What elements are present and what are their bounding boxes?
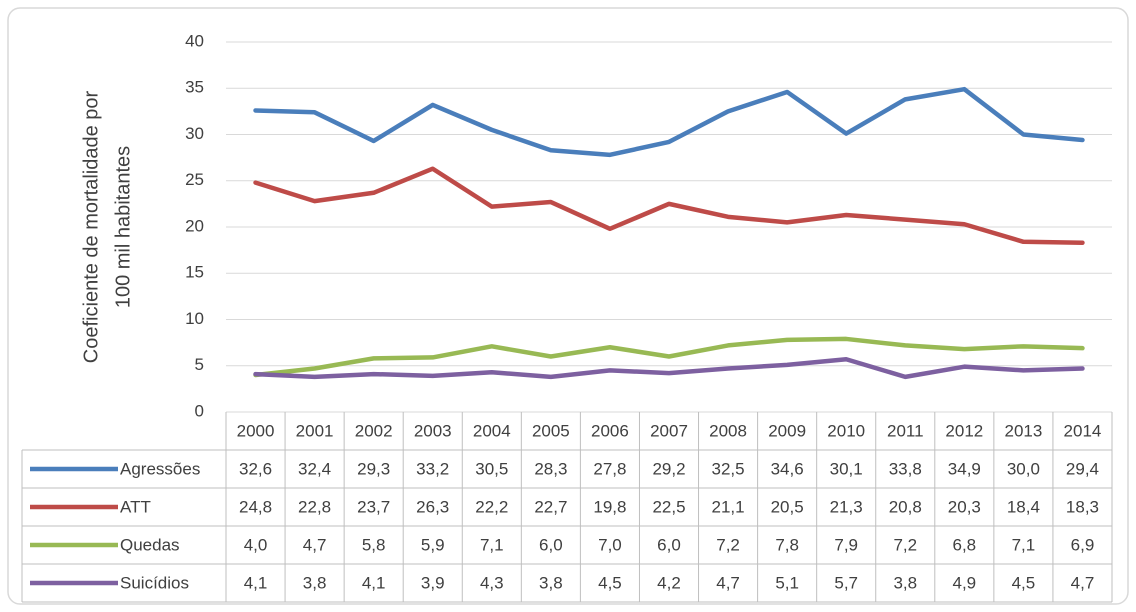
x-tick-label: 2006 bbox=[591, 421, 629, 440]
table-value: 4,7 bbox=[1071, 573, 1095, 592]
x-tick-label: 2014 bbox=[1064, 421, 1102, 440]
table-value: 29,3 bbox=[357, 459, 390, 478]
table-value: 18,3 bbox=[1066, 497, 1099, 516]
x-tick-label: 2000 bbox=[237, 421, 275, 440]
table-value: 20,3 bbox=[948, 497, 981, 516]
table-value: 21,3 bbox=[830, 497, 863, 516]
x-tick-label: 2004 bbox=[473, 421, 511, 440]
table-value: 4,1 bbox=[244, 573, 268, 592]
table-value: 22,5 bbox=[652, 497, 685, 516]
series-line bbox=[253, 336, 1085, 378]
table-value: 3,9 bbox=[421, 573, 445, 592]
table-value: 27,8 bbox=[593, 459, 626, 478]
table-value: 7,2 bbox=[716, 535, 740, 554]
table-value: 29,4 bbox=[1066, 459, 1099, 478]
table-value: 7,1 bbox=[480, 535, 504, 554]
table-value: 4,3 bbox=[480, 573, 504, 592]
legend-label: Agressões bbox=[120, 459, 200, 478]
x-tick-label: 2013 bbox=[1004, 421, 1042, 440]
series-line bbox=[253, 166, 1085, 245]
x-tick-label: 2012 bbox=[945, 421, 983, 440]
table-value: 33,2 bbox=[416, 459, 449, 478]
table-value: 6,8 bbox=[953, 535, 977, 554]
y-tick-label: 30 bbox=[185, 124, 204, 143]
table-value: 5,1 bbox=[775, 573, 799, 592]
table-value: 7,0 bbox=[598, 535, 622, 554]
x-tick-label: 2011 bbox=[887, 421, 924, 440]
y-tick-label: 35 bbox=[185, 78, 204, 97]
table-value: 7,9 bbox=[834, 535, 858, 554]
y-tick-label: 40 bbox=[185, 31, 204, 50]
table-value: 34,6 bbox=[771, 459, 804, 478]
y-tick-label: 5 bbox=[195, 355, 204, 374]
table-value: 32,4 bbox=[298, 459, 331, 478]
table-value: 30,5 bbox=[475, 459, 508, 478]
table-value: 4,9 bbox=[953, 573, 977, 592]
legend-label: ATT bbox=[120, 497, 151, 516]
table-value: 33,8 bbox=[889, 459, 922, 478]
table-value: 4,5 bbox=[1012, 573, 1036, 592]
table-value: 4,5 bbox=[598, 573, 622, 592]
x-tick-label: 2002 bbox=[355, 421, 393, 440]
table-value: 5,8 bbox=[362, 535, 386, 554]
x-tick-label: 2007 bbox=[650, 421, 688, 440]
table-value: 22,7 bbox=[534, 497, 567, 516]
table-value: 34,9 bbox=[948, 459, 981, 478]
y-tick-label: 25 bbox=[185, 170, 204, 189]
chart-frame bbox=[7, 7, 1129, 605]
table-value: 4,1 bbox=[362, 573, 386, 592]
table-value: 21,1 bbox=[712, 497, 745, 516]
table-value: 20,8 bbox=[889, 497, 922, 516]
table-value: 7,8 bbox=[775, 535, 799, 554]
table-value: 4,7 bbox=[716, 573, 740, 592]
table-value: 20,5 bbox=[771, 497, 804, 516]
table-value: 4,7 bbox=[303, 535, 327, 554]
table-value: 18,4 bbox=[1007, 497, 1040, 516]
table-value: 5,7 bbox=[834, 573, 858, 592]
x-tick-label: 2009 bbox=[768, 421, 806, 440]
table-value: 6,0 bbox=[539, 535, 563, 554]
table-value: 22,8 bbox=[298, 497, 331, 516]
table-value: 6,0 bbox=[657, 535, 681, 554]
table-value: 3,8 bbox=[893, 573, 917, 592]
table-value: 5,9 bbox=[421, 535, 445, 554]
legend-label: Quedas bbox=[120, 535, 180, 554]
y-axis-title: Coeficiente de mortalidade por bbox=[80, 90, 102, 363]
table-value: 22,2 bbox=[475, 497, 508, 516]
table-value: 4,2 bbox=[657, 573, 681, 592]
y-tick-label: 10 bbox=[185, 309, 204, 328]
y-tick-label: 20 bbox=[185, 216, 204, 235]
x-tick-label: 2001 bbox=[296, 421, 334, 440]
table-value: 30,1 bbox=[830, 459, 863, 478]
table-value: 19,8 bbox=[593, 497, 626, 516]
series-line bbox=[253, 86, 1085, 158]
y-tick-label: 0 bbox=[195, 401, 204, 420]
x-tick-label: 2003 bbox=[414, 421, 452, 440]
table-value: 32,6 bbox=[239, 459, 272, 478]
table-value: 7,2 bbox=[893, 535, 917, 554]
legend-label: Suicídios bbox=[120, 573, 189, 592]
table-value: 6,9 bbox=[1071, 535, 1095, 554]
table-value: 28,3 bbox=[534, 459, 567, 478]
x-tick-label: 2005 bbox=[532, 421, 570, 440]
table-value: 4,0 bbox=[244, 535, 268, 554]
table-value: 7,1 bbox=[1012, 535, 1036, 554]
series-line bbox=[253, 357, 1085, 380]
table-value: 3,8 bbox=[303, 573, 327, 592]
y-axis-title: 100 mil habitantes bbox=[112, 146, 134, 308]
table-value: 30,0 bbox=[1007, 459, 1040, 478]
table-value: 23,7 bbox=[357, 497, 390, 516]
y-tick-label: 15 bbox=[185, 263, 204, 282]
table-value: 29,2 bbox=[652, 459, 685, 478]
table-value: 3,8 bbox=[539, 573, 563, 592]
table-value: 32,5 bbox=[712, 459, 745, 478]
table-value: 24,8 bbox=[239, 497, 272, 516]
x-tick-label: 2008 bbox=[709, 421, 747, 440]
table-value: 26,3 bbox=[416, 497, 449, 516]
x-tick-label: 2010 bbox=[827, 421, 865, 440]
